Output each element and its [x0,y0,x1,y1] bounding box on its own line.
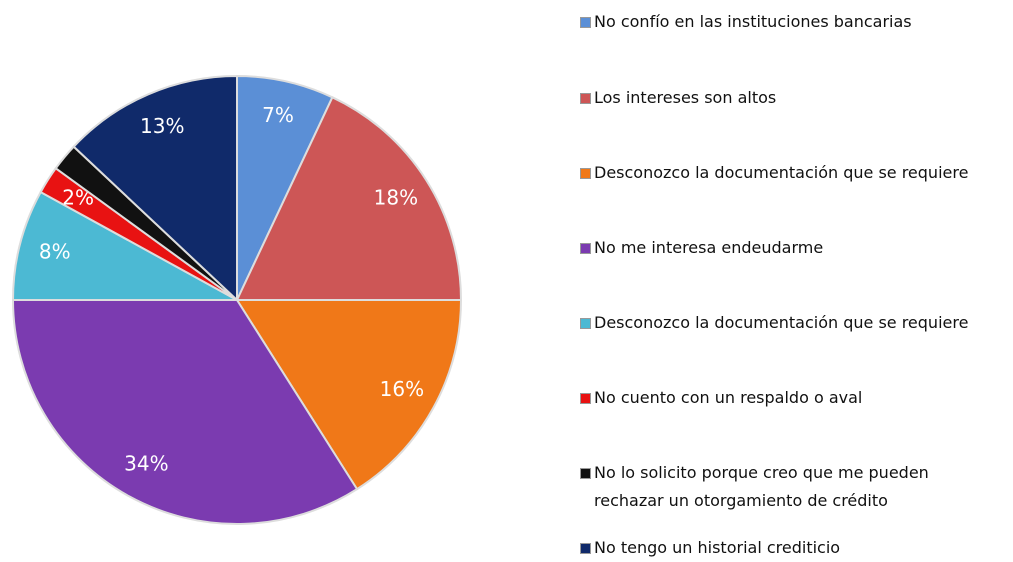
legend-label: No cuento con un respaldo o aval [594,388,863,407]
data-label: 7% [262,103,294,127]
legend-swatch [580,543,591,554]
legend-item: Desconozco la documentación que se requi… [580,309,1000,337]
pie-slice [11,299,359,525]
data-label: 16% [380,377,424,401]
legend-label: No me interesa endeudarme [594,238,824,257]
legend-item: Los intereses son altos [580,84,1000,112]
pie-slice [235,299,463,491]
legend-item: No tengo un historial crediticio [580,534,1000,562]
data-label: 18% [374,186,418,210]
legend-swatch [580,318,591,329]
pie-slice [11,190,238,301]
legend-label: No confío en las instituciones bancarias [594,12,912,31]
legend-label: No tengo un historial crediticio [594,538,841,557]
pie-area: 7%18%16%34%8%2%13% [11,74,463,525]
pie-slice [235,95,463,301]
legend-label: No lo solicito porque creo que me pueden… [594,463,929,510]
legend-swatch [580,168,591,179]
legend-item: Desconozco la documentación que se requi… [580,159,1000,187]
data-label: 13% [140,114,184,138]
legend-swatch [580,243,591,254]
legend-label: Desconozco la documentación que se requi… [594,163,969,182]
legend-item: No me interesa endeudarme [580,234,1000,262]
legend-item: No cuento con un respaldo o aval [580,384,1000,412]
legend-swatch [580,93,591,104]
data-label: 8% [39,240,71,264]
legend-swatch [580,17,591,28]
legend-label: Los intereses son altos [594,88,777,107]
legend-swatch [580,393,591,404]
legend-swatch [580,468,591,479]
legend-item: No lo solicito porque creo que me pueden… [580,459,1000,515]
legend-item: No confío en las instituciones bancarias [580,8,1000,36]
pie-slice [72,74,238,303]
legend-label: Desconozco la documentación que se requi… [594,313,969,332]
data-label: 34% [124,451,168,475]
